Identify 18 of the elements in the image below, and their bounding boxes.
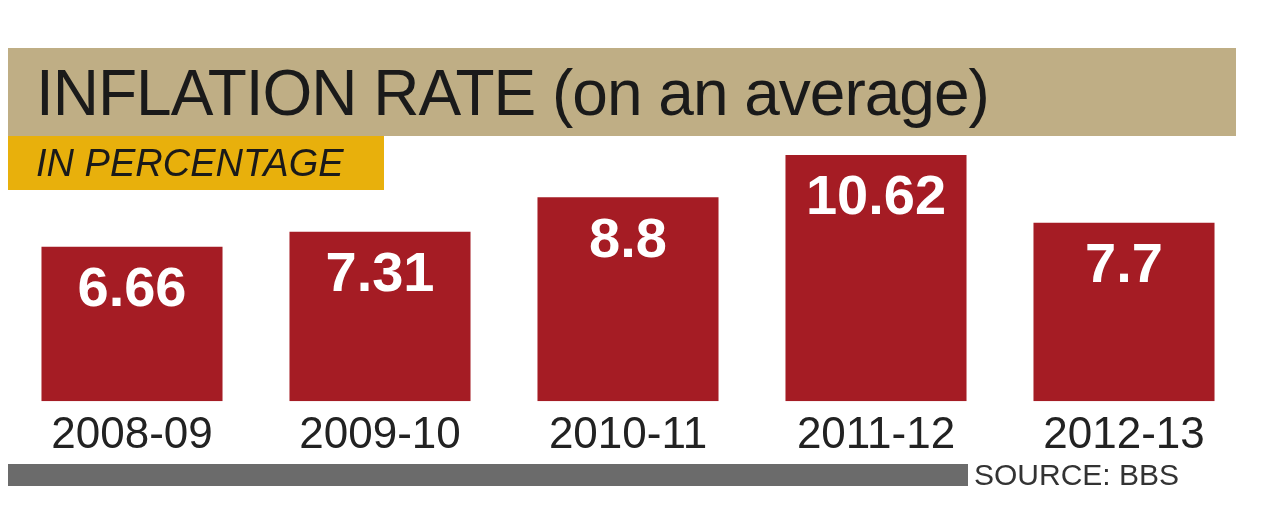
data-label: 7.31 <box>325 240 435 304</box>
x-tick-label: 2010-11 <box>548 407 708 457</box>
data-label: 6.66 <box>77 255 187 319</box>
bar <box>289 231 471 402</box>
chart-subtitle: IN PERCENTAGE <box>36 141 344 185</box>
bar <box>537 197 719 402</box>
source-note: SOURCE: BBS <box>974 458 1180 492</box>
chart-title: INFLATION RATE (on an average) <box>36 56 989 130</box>
x-tick-label: 2012-13 <box>1043 407 1205 457</box>
x-tick-label: 2008-09 <box>51 407 213 457</box>
data-label: 8.8 <box>589 205 667 269</box>
bar <box>785 155 967 402</box>
x-tick-label: 2009-10 <box>299 407 461 457</box>
data-label: 10.62 <box>805 163 947 227</box>
bar <box>1033 222 1215 402</box>
bar <box>41 246 223 402</box>
data-label: 7.7 <box>1085 231 1163 295</box>
x-tick-label: 2011-12 <box>796 407 956 457</box>
